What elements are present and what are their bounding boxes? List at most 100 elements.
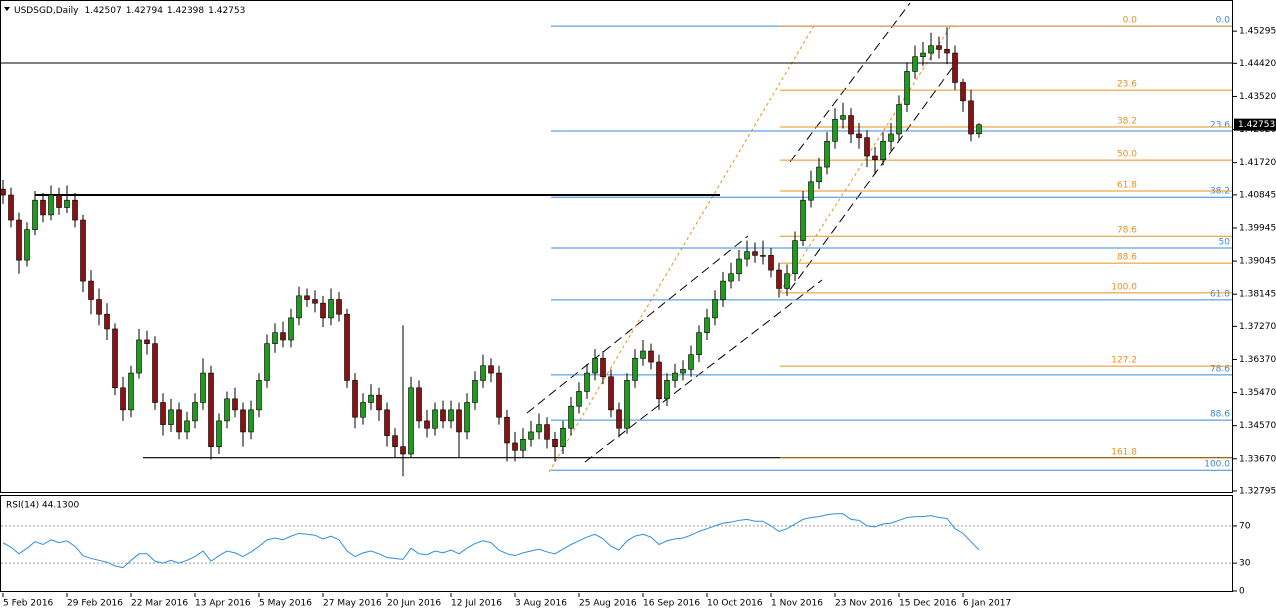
candle-body	[376, 394, 382, 411]
y-tick-label: 1.37270	[1239, 322, 1276, 332]
candle-body	[152, 343, 158, 403]
candle-body	[384, 409, 390, 436]
candle-body	[872, 155, 878, 161]
candle-body	[808, 181, 814, 201]
close: 1.42753	[208, 6, 245, 16]
candle-body	[456, 409, 462, 433]
channel-line	[526, 235, 749, 414]
candle-body	[848, 115, 854, 135]
candle-body	[672, 372, 678, 381]
candle-body	[528, 431, 534, 440]
candle-body	[96, 299, 102, 315]
y-tick-label: 1.45295	[1239, 27, 1276, 37]
candle-body	[320, 302, 326, 319]
collapse-arrow	[4, 7, 10, 11]
candle-body	[176, 409, 182, 433]
x-tick-label: 23 Nov 2016	[835, 599, 893, 609]
candle-body	[544, 424, 550, 440]
candle-body	[24, 229, 30, 261]
price-tag	[1234, 118, 1276, 131]
x-tick-label: 13 Apr 2016	[195, 599, 251, 609]
candle-body	[704, 317, 710, 333]
fib-label: 100.0	[1204, 460, 1230, 470]
candle-body	[488, 365, 494, 374]
candle-body	[504, 416, 510, 444]
candle-body	[56, 194, 62, 208]
candle-body	[440, 409, 446, 422]
candle-body	[272, 332, 278, 344]
candle-body	[72, 199, 78, 221]
candle-body	[480, 365, 486, 381]
fib-label: 88.6	[1210, 410, 1230, 420]
candle-body	[792, 240, 798, 275]
candle-body	[424, 420, 430, 429]
candle-body	[296, 295, 302, 319]
y-tick-label: 1.43520	[1239, 92, 1276, 102]
candle-body	[768, 255, 774, 271]
candle-body	[520, 438, 526, 451]
candle-body	[408, 387, 414, 455]
rsi-title: RSI(14) 44.1300	[6, 501, 79, 511]
x-tick-label: 10 Oct 2016	[707, 599, 763, 609]
candle-body	[256, 380, 262, 411]
candle-body	[16, 219, 22, 261]
fib-label: 0.0	[1216, 16, 1231, 26]
candle-body	[104, 313, 110, 330]
candle-body	[608, 376, 614, 411]
candle-body	[968, 100, 974, 135]
x-tick-label: 12 Jul 2016	[451, 599, 502, 609]
x-tick-label: 5 Feb 2016	[3, 599, 54, 609]
candle-body	[752, 251, 758, 256]
fib-label: 50	[1219, 238, 1231, 248]
candle-body	[112, 328, 118, 389]
candle-body	[336, 299, 342, 315]
candle-body	[800, 199, 806, 241]
fib-label: 78.6	[1210, 364, 1230, 374]
candle-body	[248, 409, 254, 433]
candle-body	[512, 442, 518, 451]
candle-body	[784, 273, 790, 289]
candle-body	[400, 446, 406, 455]
x-tick-label: 20 Jun 2016	[387, 599, 441, 609]
candle-body	[280, 332, 286, 341]
x-tick-label: 22 Mar 2016	[131, 599, 188, 609]
candle-body	[472, 380, 478, 403]
fib-label: 38.2	[1210, 187, 1230, 197]
candle-body	[368, 394, 374, 403]
candle-body	[432, 409, 438, 429]
candle-body	[960, 82, 966, 102]
candle-body	[240, 409, 246, 433]
candle-body	[584, 372, 590, 392]
x-tick-label: 25 Aug 2016	[579, 599, 637, 609]
candle-body	[288, 317, 294, 341]
candle-body	[776, 269, 782, 289]
candle-body	[328, 299, 334, 319]
x-tick-label: 15 Dec 2016	[899, 599, 957, 609]
candle-body	[536, 424, 542, 433]
candle-body	[264, 343, 270, 381]
candle-body	[0, 188, 6, 196]
candle-body	[568, 405, 574, 429]
y-tick-label: 1.40845	[1239, 190, 1276, 200]
candle-body	[904, 71, 910, 105]
candle-body	[632, 358, 638, 381]
candle-body	[88, 280, 94, 300]
y-tick-label: 0	[1239, 587, 1245, 597]
candle-body	[360, 402, 366, 418]
candle-body	[32, 199, 38, 230]
candle-body	[688, 354, 694, 370]
channel-line	[789, 2, 911, 163]
fib-label: 78.6	[1117, 226, 1137, 236]
fib-label: 38.2	[1117, 116, 1137, 126]
candle-body	[120, 387, 126, 411]
candle-body	[352, 380, 358, 418]
y-tick-label: 70	[1239, 521, 1251, 531]
candle-body	[712, 299, 718, 319]
candle-body	[864, 137, 870, 157]
x-tick-label: 27 May 2016	[323, 599, 382, 609]
candle-body	[192, 402, 198, 422]
candle-body	[640, 350, 646, 359]
trend-channels	[526, 2, 959, 473]
high: 1.42794	[126, 6, 163, 16]
